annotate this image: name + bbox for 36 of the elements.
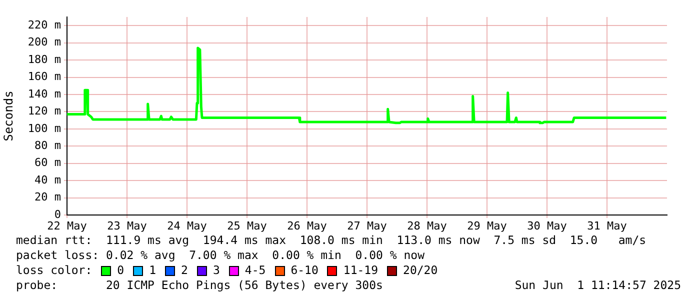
x-tick-label: 27 May [347,219,388,232]
text: loss color: [16,263,92,278]
y-tick-label: 120 m [28,104,62,118]
legend-label: 2 [181,263,188,278]
legend-label: 20/20 [403,263,438,278]
text: Sun Jun 1 11:14:57 2025 [514,278,681,293]
text: median rtt: 111.9 ms avg 194.4 ms max 108.0 ms min 113.0 ms now 7.5 ms sd 15.0 am/s [16,233,646,248]
legend-label: 3 [212,263,220,278]
x-tick-label: 26 May [287,219,328,232]
y-axis-title: Seconds [1,90,16,142]
y-tick-label: 0 [54,208,61,221]
x-tick-label: 25 May [227,219,268,232]
x-tick-label: 30 May [527,219,568,232]
y-tick-label: 60 m [34,156,62,170]
x-tick-label: 29 May [467,219,508,232]
x-tick-label: 28 May [407,219,448,232]
y-tick-label: 80 m [34,138,62,152]
legend-label: 1 [149,263,156,278]
text: packet loss: 0.02 % avg 7.00 % max 0.00 % min 0.00 % now [16,248,424,263]
legend-label: 0 [117,263,124,278]
y-tick-label: 180 m [28,52,62,66]
x-tick-label: 22 May [47,219,88,232]
y-tick-label: 100 m [28,122,62,135]
x-tick-label: 24 May [167,219,208,232]
y-tick-label: 220 m [28,18,62,32]
x-tick-label: 23 May [107,219,148,232]
x-tick-label: 31 May [587,219,628,232]
legend-label: 11-19 [343,263,378,278]
y-tick-label: 200 m [28,36,62,49]
y-tick-label: 20 m [34,190,62,204]
y-tick-label: 160 m [28,70,62,84]
text: probe: 20 ICMP Echo Pings (56 Bytes) every 300s [16,278,383,293]
legend-label: 6-10 [290,263,318,278]
y-tick-label: 140 m [28,87,62,100]
y-tick-label: 40 m [34,173,62,186]
legend-label: 4-5 [244,263,266,278]
